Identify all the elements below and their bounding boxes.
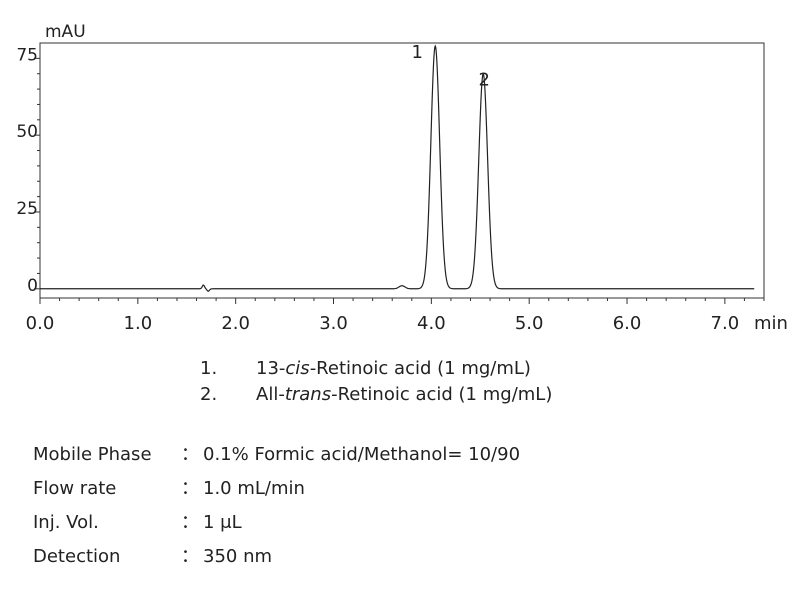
condition-mobile-phase: Mobile Phase ： 0.1% Formic acid/Methanol…	[33, 438, 520, 472]
y-tick-label: 25	[16, 199, 38, 219]
condition-label: Detection	[33, 546, 121, 567]
condition-inj-vol: Inj. Vol. ： 1 μL	[33, 506, 520, 540]
peak-label: 1	[412, 42, 423, 63]
condition-colon: ：	[181, 546, 199, 567]
x-tick-label: 5.0	[515, 313, 544, 334]
y-tick-label: 0	[27, 276, 38, 296]
y-axis-unit: mAU	[45, 22, 86, 42]
conditions-table: Mobile Phase ： 0.1% Formic acid/Methanol…	[33, 438, 520, 574]
legend-label: All-trans-Retinoic acid (1 mg/mL)	[256, 384, 553, 405]
y-tick-label: 50	[16, 122, 38, 142]
condition-colon: ：	[181, 444, 199, 465]
x-axis-unit: min	[754, 313, 788, 334]
peak-label: 2	[478, 70, 489, 91]
condition-value: 350 nm	[203, 546, 273, 567]
x-tick-label: 4.0	[417, 313, 446, 334]
x-tick-label: 2.0	[221, 313, 250, 334]
condition-colon: ：	[181, 478, 199, 499]
condition-label: Mobile Phase	[33, 444, 152, 465]
condition-value: 1.0 mL/min	[203, 478, 305, 499]
plot-frame	[39, 42, 765, 299]
condition-value: 0.1% Formic acid/Methanol= 10/90	[203, 444, 521, 465]
x-tick-label: 6.0	[613, 313, 642, 334]
chromatogram: mAU 0 25 50 75 0.0 1.0 2.0 3.0 4.0 5.0 6.0 7.0 min 1 2	[16, 22, 788, 334]
condition-label: Inj. Vol.	[33, 512, 99, 533]
chromatogram-trace	[40, 44, 755, 292]
condition-value: 1 μL	[203, 512, 242, 533]
legend-item-2: 2. All-trans-Retinoic acid (1 mg/mL)	[200, 382, 552, 408]
x-tick-label: 1.0	[124, 313, 153, 334]
legend-number: 1.	[200, 358, 218, 379]
y-tick-label: 75	[16, 45, 38, 65]
legend-number: 2.	[200, 384, 218, 405]
x-tick-label: 0.0	[26, 313, 55, 334]
condition-label: Flow rate	[33, 478, 117, 499]
x-tick-label: 3.0	[319, 313, 348, 334]
condition-detection: Detection ： 350 nm	[33, 540, 520, 574]
legend-item-1: 1. 13-cis-Retinoic acid (1 mg/mL)	[200, 356, 552, 382]
x-tick-label: 7.0	[711, 313, 740, 334]
legend-label: 13-cis-Retinoic acid (1 mg/mL)	[256, 358, 531, 379]
condition-colon: ：	[181, 512, 199, 533]
peak-legend: 1. 13-cis-Retinoic acid (1 mg/mL) 2. All…	[200, 356, 552, 408]
condition-flow-rate: Flow rate ： 1.0 mL/min	[33, 472, 520, 506]
